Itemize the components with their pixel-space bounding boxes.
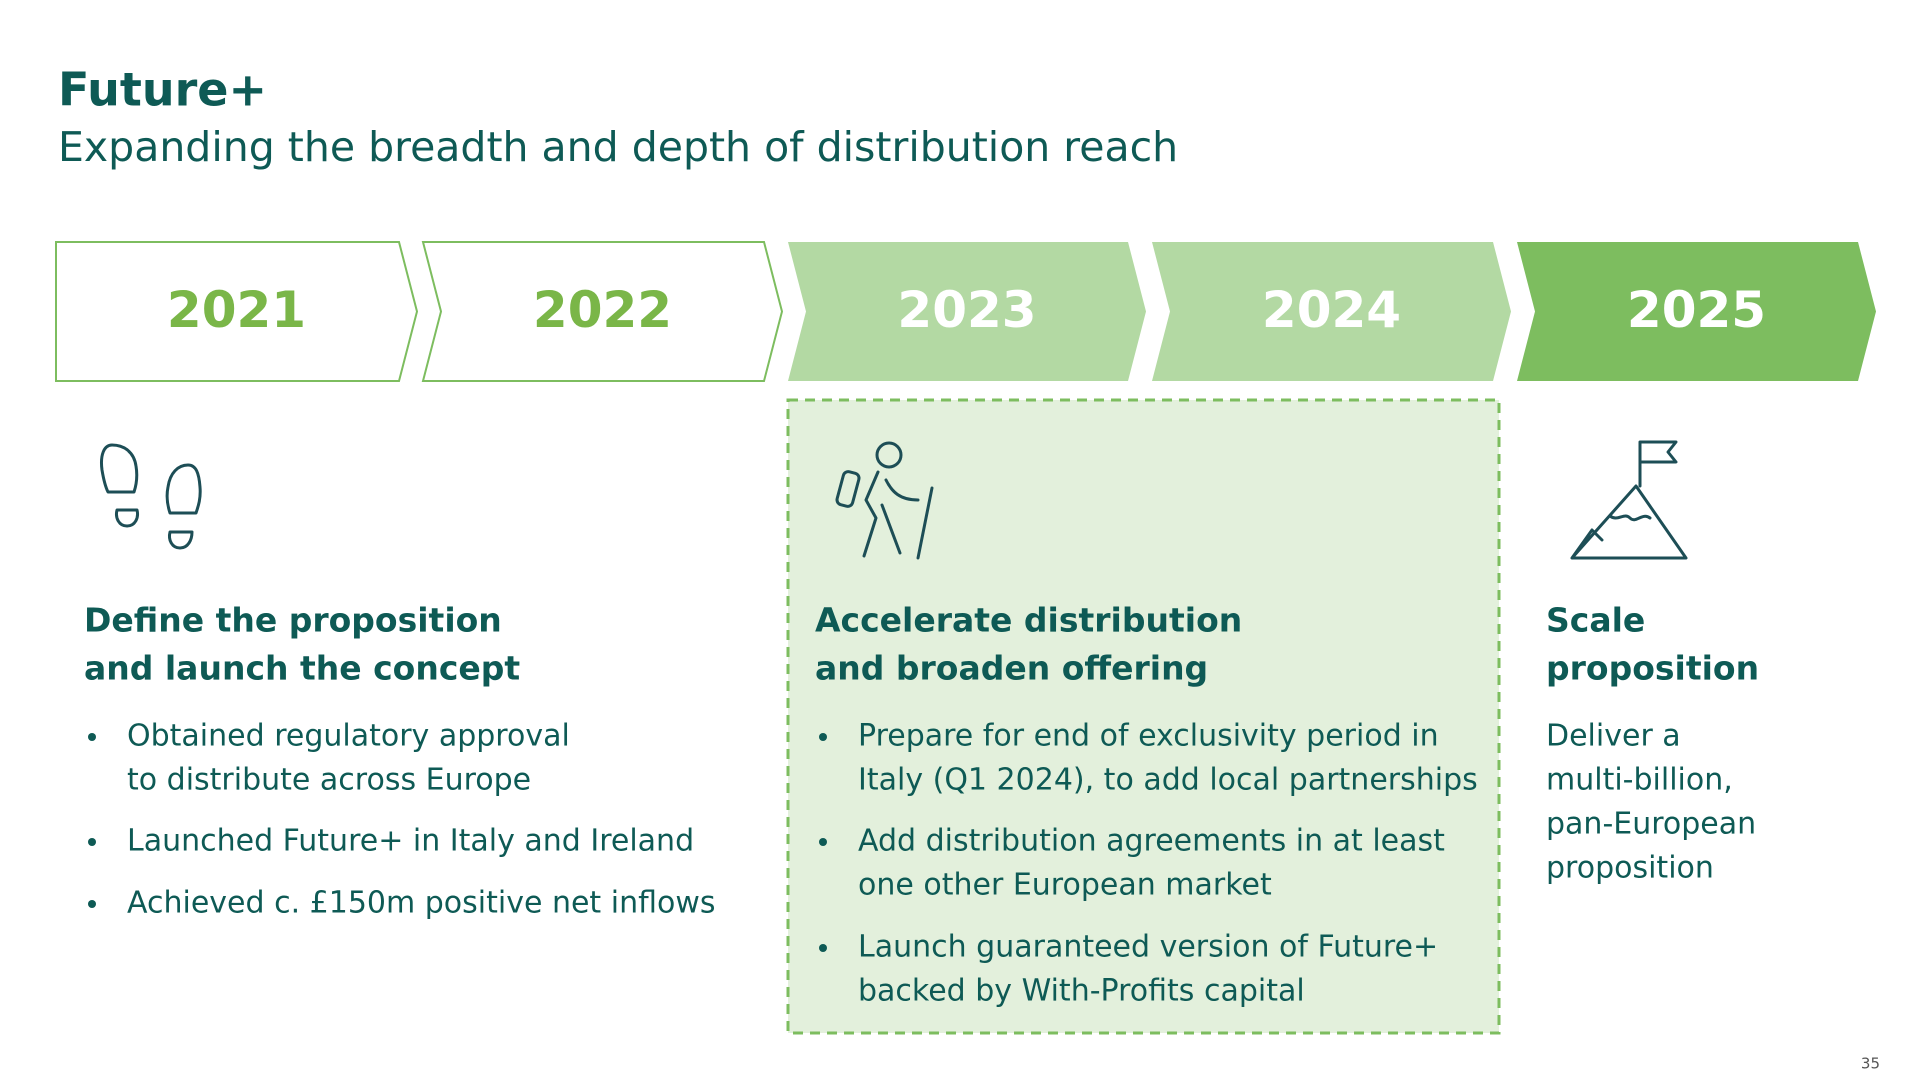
bullet-dot	[88, 733, 96, 741]
timeline-year: 2021	[167, 281, 306, 339]
bullet-dot	[819, 944, 827, 952]
bullet-text: one other European market	[858, 868, 1272, 903]
bullet-text: Italy (Q1 2024), to add local partnershi…	[858, 763, 1478, 798]
hiker-icon	[835, 441, 934, 560]
bullet-dot	[88, 900, 96, 908]
bullet-text: Achieved c. £150m positive net inflows	[127, 886, 716, 921]
body-text: Deliver a	[1546, 719, 1681, 754]
timeline-year: 2025	[1627, 281, 1766, 339]
column-heading: Accelerate distribution	[815, 601, 1242, 640]
bullet-text: Launch guaranteed version of Future+	[858, 930, 1438, 965]
column-heading: and launch the concept	[84, 649, 520, 688]
page-number: 35	[1861, 1055, 1880, 1073]
timeline-chevron	[1517, 242, 1876, 381]
bullet-text: to distribute across Europe	[127, 763, 531, 798]
timeline-chevron	[421, 241, 784, 382]
timeline-chevron	[1152, 242, 1511, 381]
timeline-year: 2022	[533, 281, 672, 339]
mountain-icon	[1570, 440, 1688, 560]
bullet-text: Obtained regulatory approval	[127, 719, 570, 754]
column-heading: proposition	[1546, 649, 1759, 688]
timeline-year: 2024	[1262, 281, 1401, 339]
bullet-text: Launched Future+ in Italy and Ireland	[127, 824, 694, 859]
timeline-chevron	[55, 241, 419, 382]
bullet-dot	[88, 838, 96, 846]
footprints-icon	[100, 443, 202, 550]
bullet-dot	[819, 838, 827, 846]
bullet-text: Prepare for end of exclusivity period in	[858, 719, 1439, 754]
highlight-box	[786, 398, 1501, 1035]
bullet-text: Add distribution agreements in at least	[858, 824, 1445, 859]
body-text: proposition	[1546, 851, 1714, 886]
column-heading: Define the proposition	[84, 601, 502, 640]
timeline-chevron	[788, 242, 1146, 381]
column-heading: Scale	[1546, 601, 1645, 640]
timeline-year: 2023	[897, 281, 1036, 339]
column-heading: and broaden offering	[815, 649, 1208, 688]
body-text: multi-billion,	[1546, 763, 1733, 798]
bullet-text: backed by With-Profits capital	[858, 974, 1305, 1009]
subtitle: Expanding the breadth and depth of distr…	[58, 123, 1178, 171]
bullet-dot	[819, 733, 827, 741]
body-text: pan-European	[1546, 807, 1756, 842]
title: Future+	[58, 63, 267, 117]
